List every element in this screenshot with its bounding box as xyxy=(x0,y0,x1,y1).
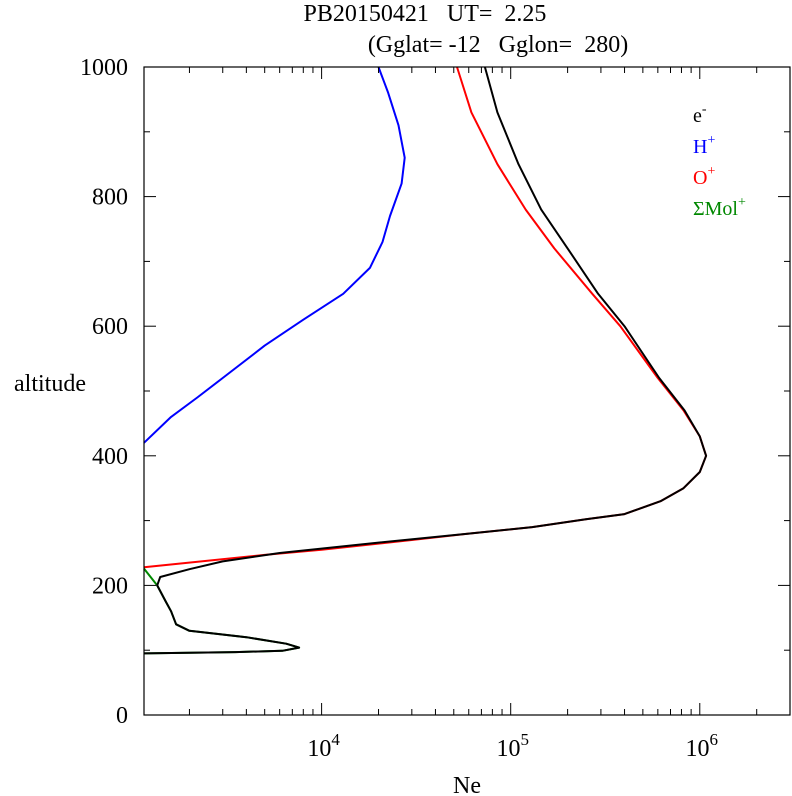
y-tick-label: 200 xyxy=(92,573,128,599)
x-tick-label: 105 xyxy=(496,730,529,762)
legend-entry: H+ xyxy=(693,133,715,158)
x-tick-label-exponent: 6 xyxy=(710,730,719,749)
legend: e-H+O+ΣMol+ xyxy=(693,102,746,220)
chart-title-line1: PB20150421 UT= 2.25 xyxy=(304,1,547,27)
legend-entry-superscript: + xyxy=(707,133,715,148)
x-tick-label-base: 10 xyxy=(686,736,710,762)
legend-entry-superscript: + xyxy=(738,195,746,210)
legend-entry: ΣMol+ xyxy=(693,195,746,220)
y-tick-label: 600 xyxy=(92,314,128,340)
x-tick-label: 104 xyxy=(307,730,340,762)
chart-title-line2: (Gglat= -12 Gglon= 280) xyxy=(368,32,628,58)
y-axis-label: altitude xyxy=(14,371,86,397)
x-tick-label-exponent: 4 xyxy=(331,730,340,749)
legend-entry-label: e xyxy=(693,105,702,127)
legend-entry-superscript: + xyxy=(707,164,715,179)
y-tick-label: 800 xyxy=(92,185,128,211)
x-tick-label-exponent: 5 xyxy=(520,730,529,749)
x-axis-label: Ne xyxy=(453,773,481,796)
legend-entry-label: O xyxy=(693,167,707,189)
x-tick-label: 106 xyxy=(686,730,719,762)
legend-entry-superscript: - xyxy=(702,102,707,117)
y-tick-label: 1000 xyxy=(80,55,128,81)
legend-entry-label: H xyxy=(693,136,707,158)
series-line-0 xyxy=(143,66,406,444)
series-layer xyxy=(143,66,708,655)
y-tick-label: 0 xyxy=(116,703,128,729)
y-tick-label: 400 xyxy=(92,444,128,470)
tick-layer xyxy=(144,66,791,716)
legend-entry-label: ΣMol xyxy=(693,198,738,220)
legend-entry: O+ xyxy=(693,164,715,189)
x-tick-label-base: 10 xyxy=(496,736,520,762)
series-line-3 xyxy=(143,66,708,655)
legend-entry: e- xyxy=(693,102,707,127)
x-tick-label-base: 10 xyxy=(307,736,331,762)
